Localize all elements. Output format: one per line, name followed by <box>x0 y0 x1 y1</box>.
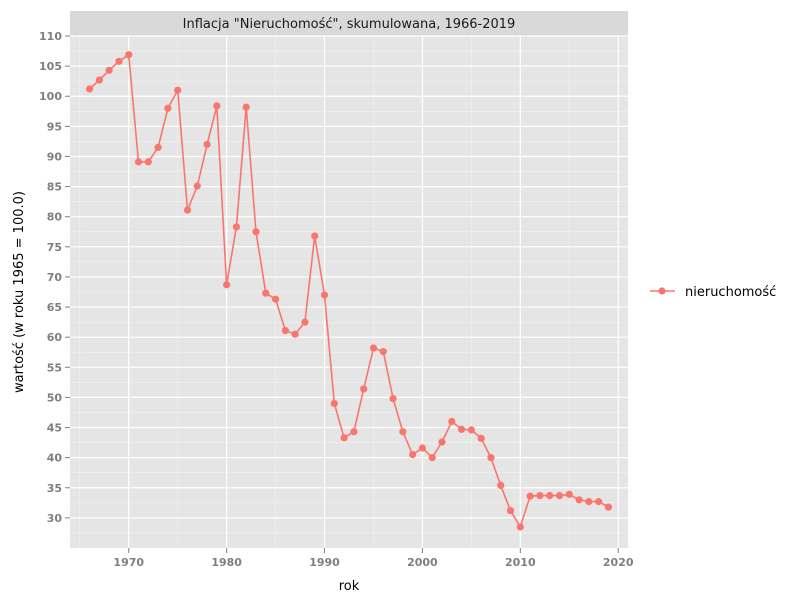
data-point <box>174 86 182 94</box>
grid-minor <box>70 36 628 548</box>
y-axis: 30 35 40 45 50 55 60 65 70 75 80 85 90 95 100 105 110 <box>39 30 70 525</box>
data-point <box>252 228 260 236</box>
data-point <box>281 326 289 335</box>
data-point <box>467 426 475 434</box>
data-point <box>213 102 221 110</box>
y-tick-label: 40 <box>47 452 63 465</box>
data-point <box>154 143 162 152</box>
x-tick-label: 1990 <box>309 556 340 569</box>
x-tick-label: 1970 <box>113 556 144 569</box>
y-tick-label: 100 <box>39 90 62 103</box>
data-point <box>575 496 583 504</box>
data-point <box>360 385 368 393</box>
y-tick-label: 110 <box>39 30 62 43</box>
x-tick-label: 2010 <box>505 556 536 569</box>
data-point <box>526 492 534 500</box>
data-point <box>565 490 573 498</box>
x-tick-label: 2020 <box>603 556 634 569</box>
data-point <box>320 291 329 299</box>
y-tick-label: 60 <box>47 331 63 344</box>
data-point <box>232 223 241 231</box>
data-point <box>340 434 348 442</box>
data-point <box>369 344 378 352</box>
data-point <box>105 66 113 74</box>
data-point <box>389 395 397 403</box>
y-tick-label: 90 <box>47 150 63 163</box>
y-tick-label: 35 <box>47 482 62 495</box>
chart-title: Inflacja "Nieruchomość", skumulowana, 19… <box>183 17 516 32</box>
data-point <box>95 76 103 84</box>
title-strip <box>70 11 628 36</box>
data-point <box>134 158 143 166</box>
data-point <box>301 318 309 326</box>
x-axis-title: rok <box>339 579 360 594</box>
data-point <box>536 491 544 500</box>
data-point <box>428 454 436 462</box>
data-point <box>223 281 231 289</box>
data-point <box>242 103 250 111</box>
data-point <box>555 491 564 500</box>
data-point <box>477 434 485 442</box>
y-tick-label: 65 <box>47 301 62 314</box>
data-point <box>506 507 515 515</box>
legend-label: nieruchomość <box>685 285 776 300</box>
data-point <box>350 428 358 436</box>
data-point <box>115 57 123 65</box>
legend: nieruchomość <box>650 285 776 300</box>
series-layer <box>85 51 613 531</box>
y-tick-label: 30 <box>47 512 63 525</box>
data-point <box>183 206 192 214</box>
data-point <box>448 417 456 426</box>
y-tick-label: 85 <box>47 181 62 194</box>
data-point <box>291 330 299 338</box>
data-point <box>516 523 524 531</box>
data-point <box>271 295 280 303</box>
data-point <box>399 428 407 436</box>
y-tick-label: 105 <box>39 60 62 73</box>
data-point <box>144 158 152 166</box>
data-point <box>457 425 466 433</box>
y-tick-label: 95 <box>47 120 62 133</box>
data-point <box>487 454 495 462</box>
data-point <box>546 491 554 500</box>
data-point <box>409 451 417 459</box>
legend-marker <box>658 287 666 295</box>
y-tick-label: 70 <box>47 271 63 284</box>
data-point <box>604 503 613 511</box>
data-point <box>262 289 270 297</box>
data-point <box>595 498 603 506</box>
y-tick-label: 80 <box>47 211 63 224</box>
data-point <box>379 348 387 356</box>
y-axis-title: wartość (w roku 1965 = 100.0) <box>12 191 27 393</box>
data-point <box>193 182 201 190</box>
data-point <box>164 104 172 112</box>
data-point <box>418 444 427 452</box>
y-tick-label: 45 <box>47 422 62 435</box>
data-point <box>585 498 593 506</box>
x-axis: 1970 1980 1990 2000 2010 2020 <box>113 548 634 569</box>
x-tick-label: 2000 <box>407 556 438 569</box>
y-tick-label: 75 <box>47 241 62 254</box>
data-point <box>125 51 133 59</box>
y-tick-label: 55 <box>47 361 62 374</box>
data-point <box>438 438 446 446</box>
data-point <box>311 232 319 240</box>
data-point <box>203 140 211 149</box>
x-tick-label: 1980 <box>211 556 242 569</box>
data-point <box>497 481 505 489</box>
y-tick-label: 50 <box>47 391 63 404</box>
data-point <box>330 399 338 408</box>
grid-major <box>70 35 628 548</box>
data-point <box>85 85 94 93</box>
